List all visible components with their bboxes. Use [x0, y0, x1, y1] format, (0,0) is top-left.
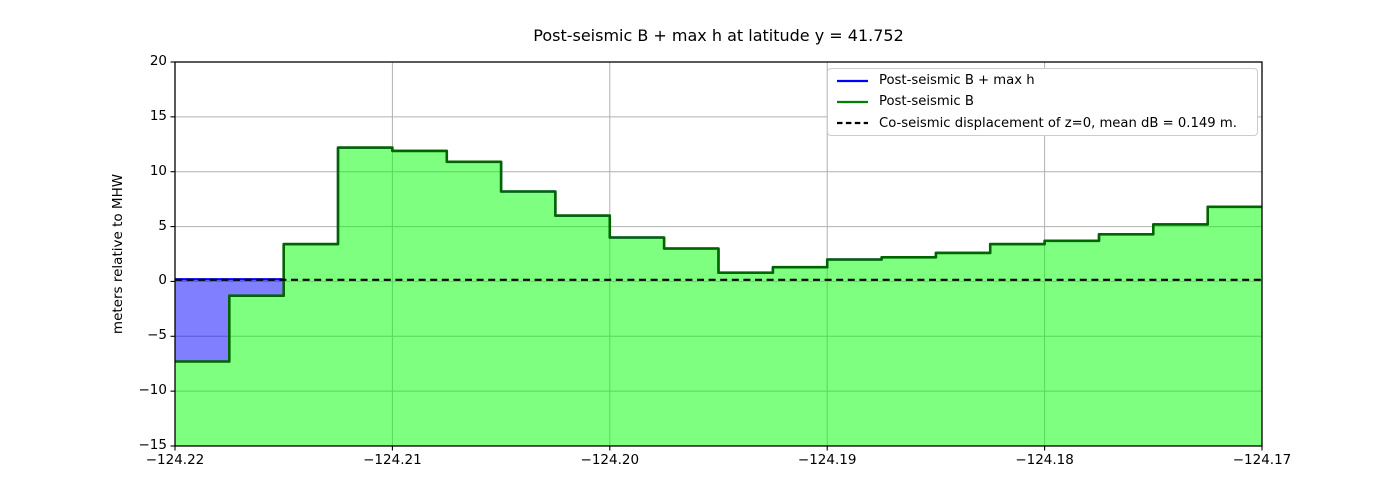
y-tick-label: −15 — [138, 437, 168, 453]
x-tick-label: −124.21 — [363, 452, 422, 468]
x-tick-label: −124.20 — [580, 452, 640, 468]
y-tick-label: 20 — [149, 53, 167, 69]
legend-label: Post-seismic B — [879, 94, 974, 110]
chart-title: Post-seismic B + max h at latitude y = 4… — [533, 26, 904, 45]
x-tick-label: −124.17 — [1232, 452, 1292, 468]
y-tick-label: 0 — [158, 272, 167, 289]
legend-line-swatch-icon — [837, 100, 868, 104]
x-tick-label: −124.22 — [145, 452, 205, 468]
legend-item: Co-seismic displacement of z=0, mean dB … — [836, 117, 1249, 130]
x-tick-label: −124.19 — [797, 452, 857, 468]
y-tick-label: 5 — [158, 217, 167, 234]
legend-line-swatch-icon — [837, 122, 868, 125]
legend: Post-seismic B + max h Post-seismic B Co-s… — [827, 68, 1258, 136]
x-tick-label: −124.18 — [1015, 452, 1074, 468]
legend-label: Co-seismic displacement of z=0, mean dB … — [879, 115, 1237, 131]
y-tick-label: 15 — [149, 107, 167, 124]
axes-frame — [174, 61, 1263, 447]
legend-label: Post-seismic B + max h — [879, 73, 1035, 88]
legend-item: Post-seismic B + max h — [836, 74, 1249, 87]
post-seismic-b-line — [175, 146, 1262, 363]
legend-line-swatch-icon — [837, 79, 868, 82]
legend-item: Post-seismic B — [836, 94, 1249, 110]
post-seismic-b-fill — [175, 147, 1262, 446]
y-tick-label: −10 — [138, 382, 168, 399]
y-tick-label: 10 — [149, 162, 167, 179]
y-tick-label: −5 — [147, 327, 167, 344]
